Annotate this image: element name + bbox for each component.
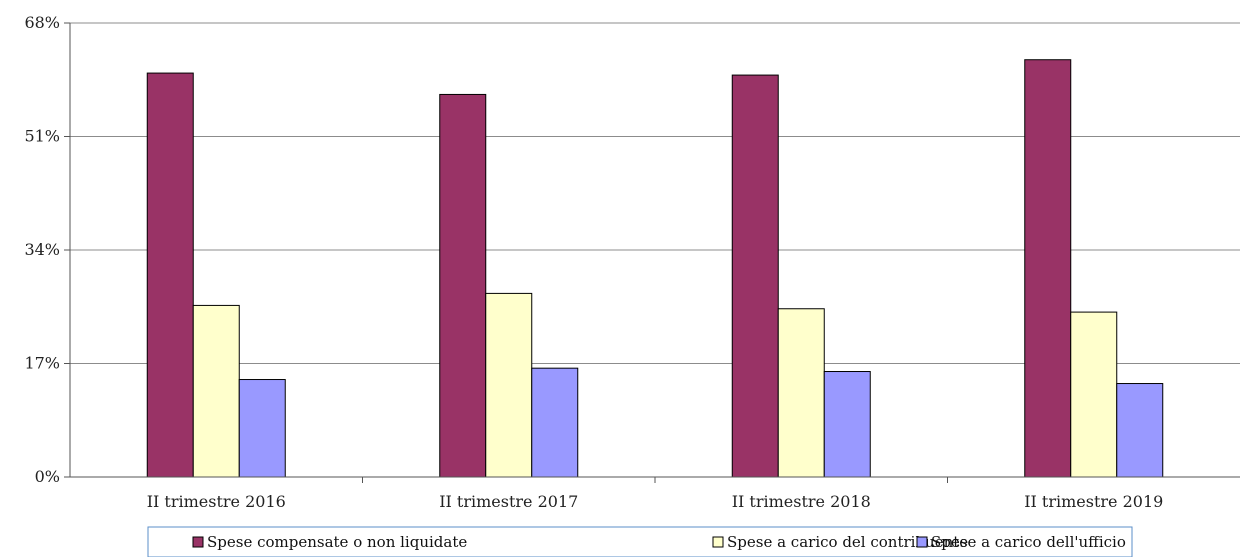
bar (777, 308, 825, 478)
axes: 0% 17% 34% 51% 68% II trimestre 2016 II trimes… (24, 13, 1240, 511)
y-tick-label: 17% (24, 354, 60, 373)
bar (731, 74, 779, 478)
legend: Spese compensate o non liquidate Spese a … (147, 526, 1133, 557)
bar (823, 371, 871, 478)
x-tick-label: II trimestre 2017 (439, 492, 578, 511)
legend-label: Spese a carico dell'ufficio (931, 533, 1126, 551)
bar (192, 304, 240, 478)
bars (146, 59, 1164, 478)
bar (485, 292, 533, 478)
bar (146, 72, 194, 478)
y-tick-label: 0% (35, 467, 60, 486)
y-tick-label: 34% (24, 240, 60, 259)
y-tick-label: 68% (24, 13, 60, 32)
legend-label: Spese compensate o non liquidate (207, 533, 467, 551)
bar (1024, 59, 1072, 478)
bar (439, 93, 487, 478)
x-tick-label: II trimestre 2018 (732, 492, 871, 511)
bar (238, 379, 286, 478)
legend-swatch (192, 536, 204, 548)
y-tick-label: 51% (24, 127, 60, 146)
bar (1116, 383, 1164, 478)
x-tick-label: II trimestre 2019 (1024, 492, 1163, 511)
x-tick-label: II trimestre 2016 (147, 492, 286, 511)
legend-swatch (712, 536, 724, 548)
bar (531, 367, 579, 478)
legend-box (147, 526, 1133, 557)
legend-swatch (916, 536, 928, 548)
bar (1070, 311, 1118, 478)
legend-label: Spese a carico del contribuente (727, 533, 968, 551)
